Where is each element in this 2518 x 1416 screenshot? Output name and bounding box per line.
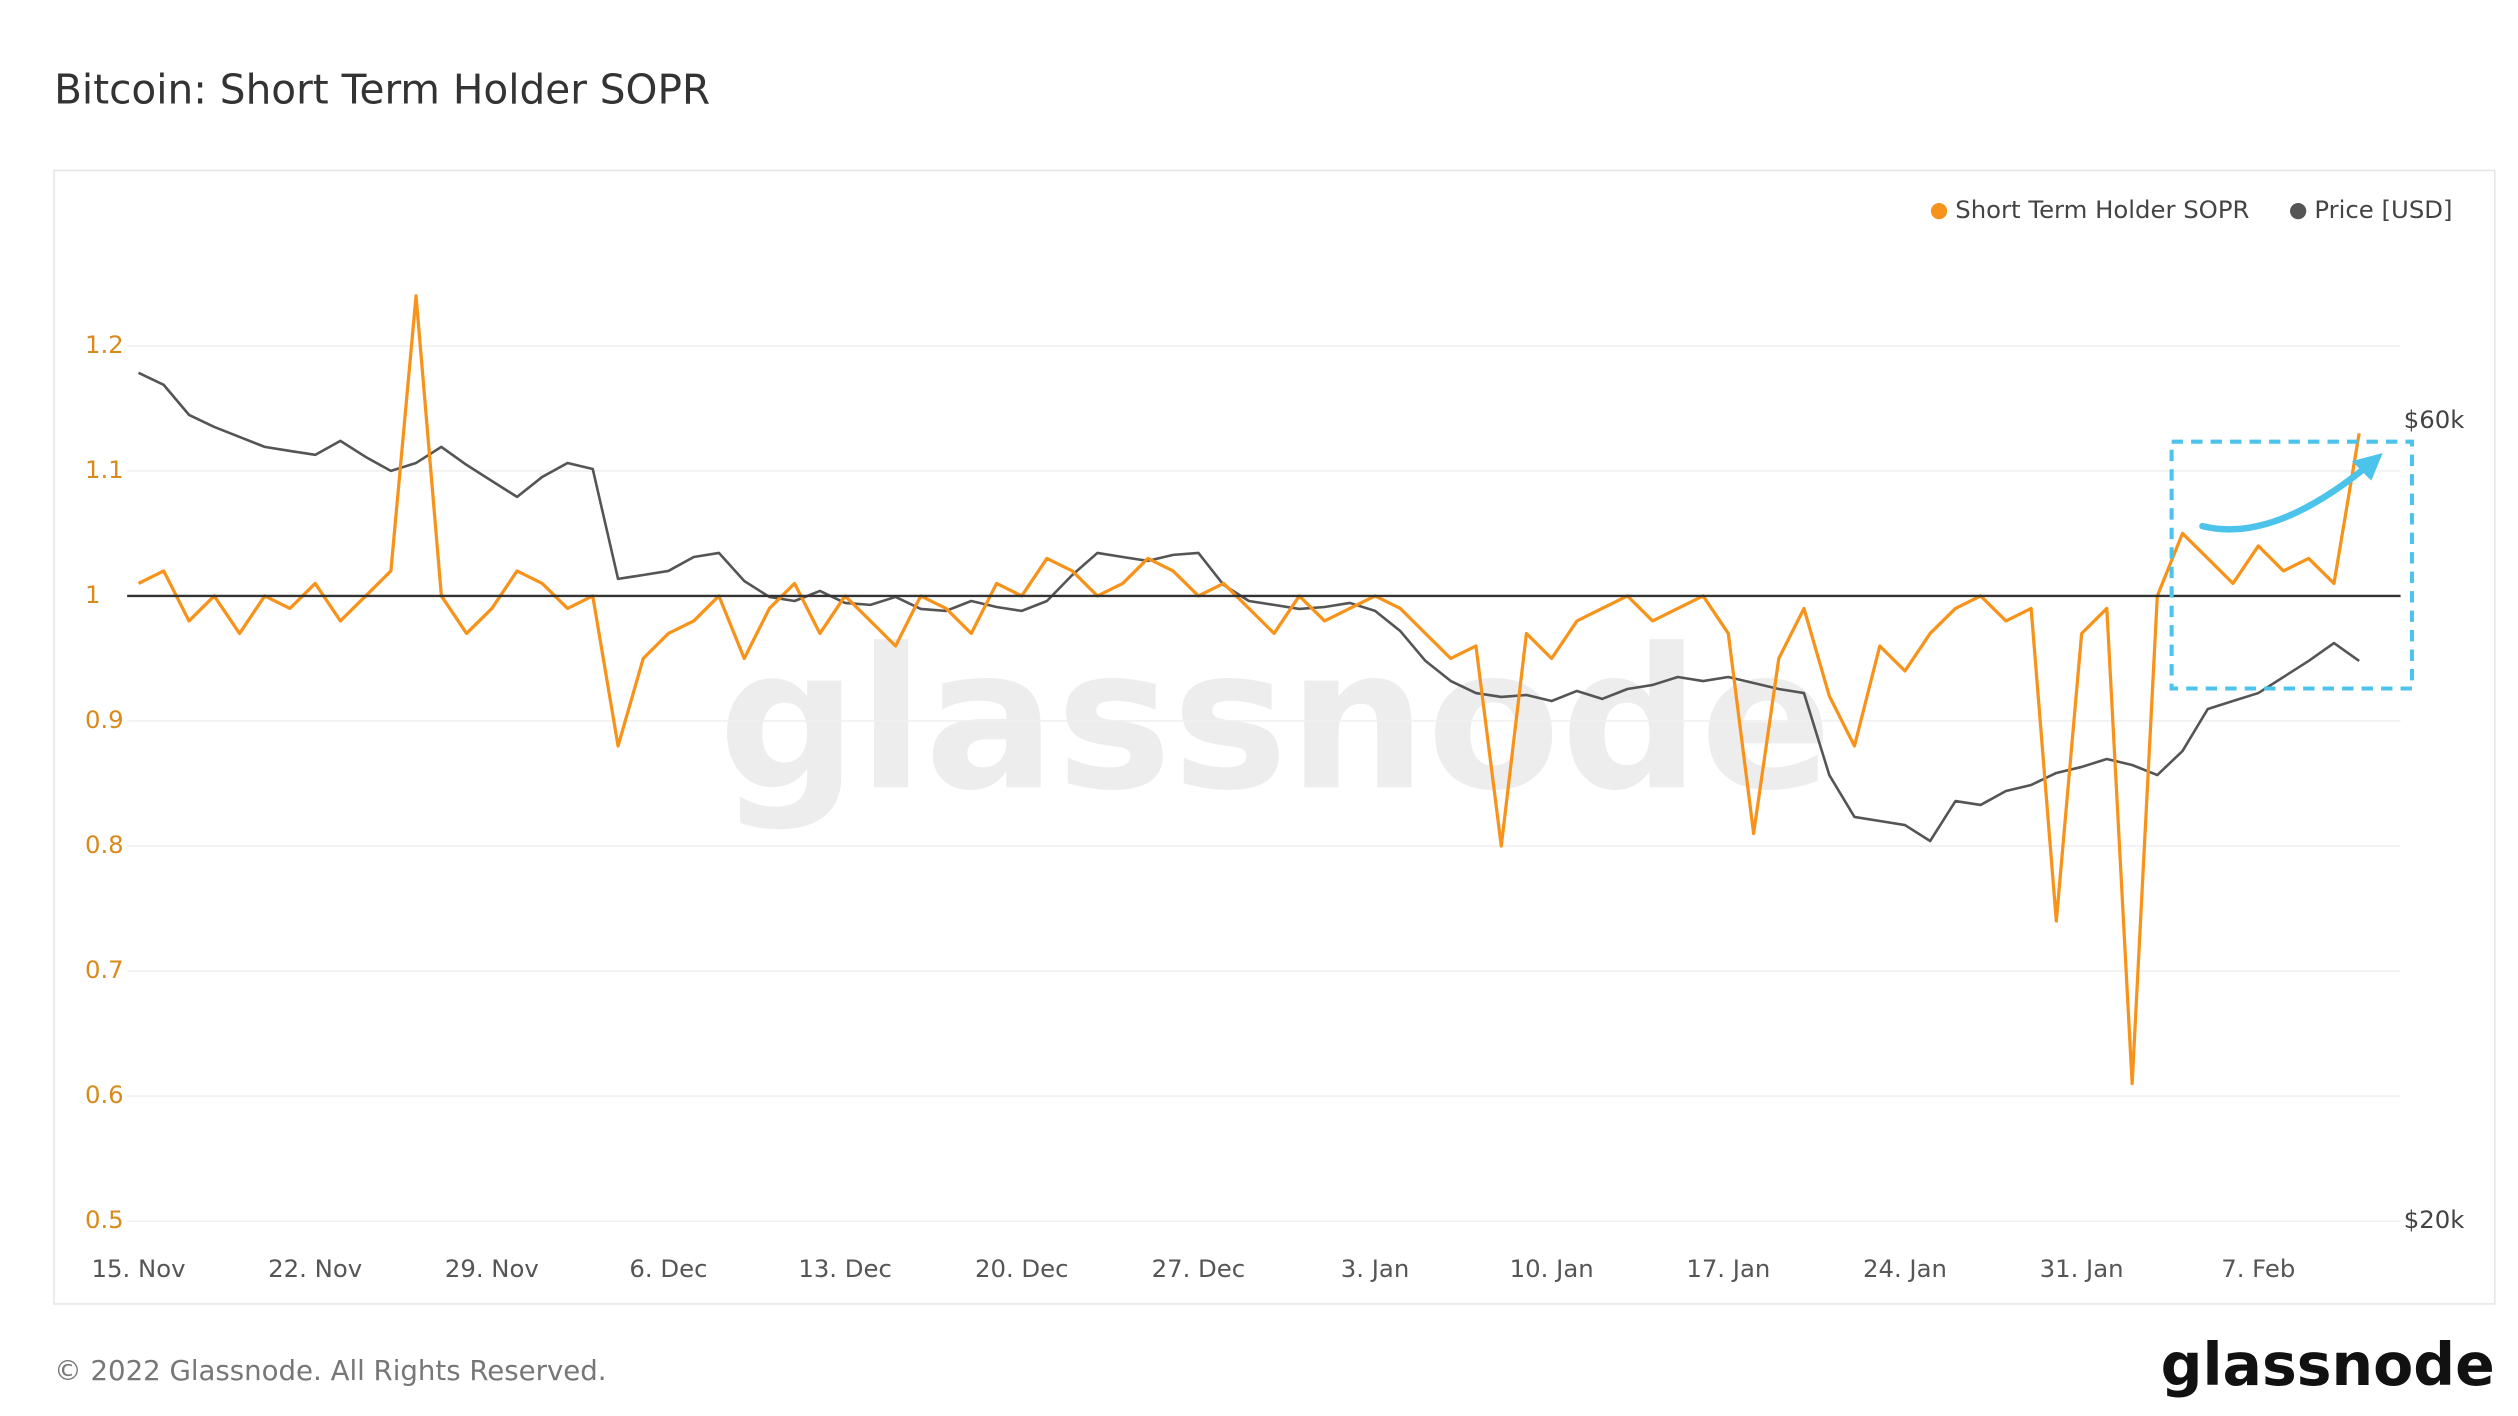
- x-tick-label: 29. Nov: [445, 1254, 539, 1283]
- x-tick-label: 24. Jan: [1863, 1254, 1947, 1283]
- y-tick-label: 0.9: [85, 705, 124, 734]
- x-tick-label: 20. Dec: [975, 1254, 1069, 1283]
- x-tick-label: 7. Feb: [2221, 1254, 2295, 1283]
- y-tick-label: 0.8: [85, 830, 124, 859]
- y-tick-label: 1.1: [85, 455, 124, 484]
- highlight-box: [2169, 439, 2414, 691]
- watermark: glassnode: [718, 606, 1832, 833]
- chart-frame: [53, 169, 2496, 1305]
- legend-marker: [2290, 202, 2307, 220]
- plot: 0.5 0.6 0.7 0.8 0.9 1 1.1 1.2 $20k $60k 15. Nov 22.…: [85, 195, 2465, 1283]
- x-tick-label: 6. Dec: [629, 1254, 707, 1283]
- x-tick-label: 3. Jan: [1341, 1254, 1409, 1283]
- y-tick-label: 0.6: [85, 1080, 124, 1109]
- x-tick-label: 31. Jan: [2040, 1254, 2124, 1283]
- x-tick-label: 15. Nov: [92, 1254, 186, 1283]
- x-tick-label: 10. Jan: [1510, 1254, 1594, 1283]
- x-tick-label: 22. Nov: [268, 1254, 362, 1283]
- y-tick-label: 1.2: [85, 330, 124, 359]
- footer: © 2022 Glassnode. All Rights Reserved.: [54, 1354, 606, 1387]
- x-tick-label: 13. Dec: [798, 1254, 892, 1283]
- logo: glassnode: [2161, 1331, 2495, 1399]
- x-tick-label: 27. Dec: [1152, 1254, 1246, 1283]
- series-line: [137, 294, 2361, 1086]
- legend-label: Short Term Holder SOPR: [1955, 195, 2249, 224]
- y-tick-label: 0.7: [85, 955, 124, 984]
- y2-tick-label: $20k: [2404, 1205, 2465, 1234]
- chart-title: Bitcoin: Short Term Holder SOPR: [54, 66, 710, 114]
- y2-tick-label: $60k: [2404, 405, 2465, 434]
- y-tick-label: 1: [85, 580, 100, 609]
- series-line: [137, 371, 2360, 843]
- legend-label: Price [USD]: [2314, 195, 2452, 224]
- arrow-head: [2351, 453, 2383, 481]
- y-tick-label: 0.5: [85, 1205, 124, 1234]
- legend-marker: [1930, 202, 1948, 220]
- x-tick-label: 17. Jan: [1686, 1254, 1770, 1283]
- trend-arrow: [2199, 459, 2375, 533]
